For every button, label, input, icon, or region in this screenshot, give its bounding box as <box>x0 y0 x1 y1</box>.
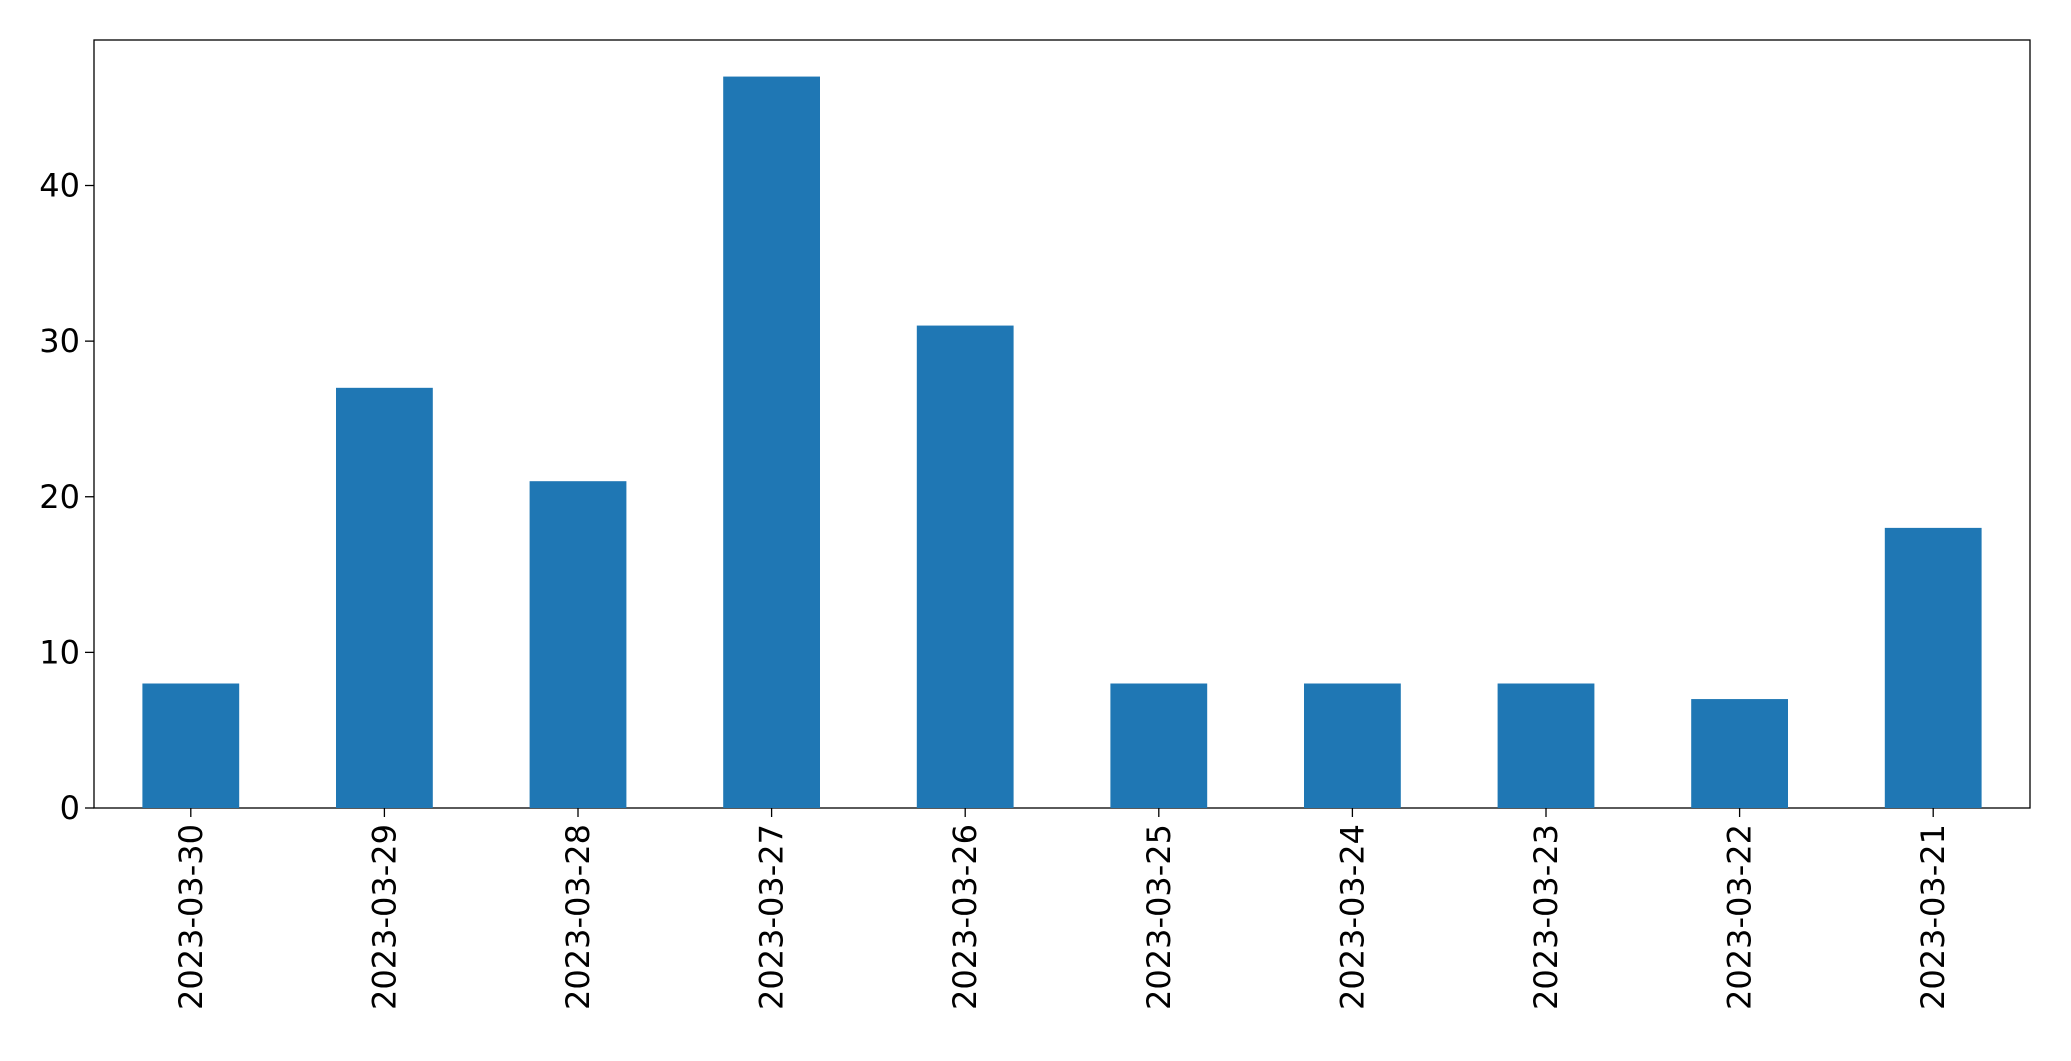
bar <box>1691 699 1788 808</box>
plot-frame <box>93 39 2031 809</box>
x-tick-label: 2023-03-25 <box>1140 824 1178 1010</box>
x-tick-label: 2023-03-23 <box>1527 824 1565 1010</box>
y-tick-label: 20 <box>39 478 80 516</box>
y-tick-label: 0 <box>60 789 80 827</box>
x-tick-label: 2023-03-30 <box>172 824 210 1010</box>
x-tick-label: 2023-03-24 <box>1333 824 1371 1010</box>
y-tick-label: 10 <box>39 633 80 671</box>
x-tick-label: 2023-03-21 <box>1914 824 1952 1010</box>
bar <box>723 76 820 809</box>
bar <box>1304 683 1401 808</box>
y-tick-label: 30 <box>39 322 80 360</box>
x-tick-label: 2023-03-27 <box>753 824 791 1010</box>
bar <box>142 683 240 808</box>
bar <box>529 481 627 808</box>
bar <box>1884 527 1982 808</box>
bar <box>916 325 1014 808</box>
x-tick-label: 2023-03-29 <box>365 824 403 1010</box>
bar <box>336 387 433 808</box>
y-tick-label: 40 <box>39 167 80 205</box>
x-tick-label: 2023-03-22 <box>1721 824 1759 1010</box>
bar <box>1497 683 1595 808</box>
bar <box>1110 683 1208 808</box>
x-tick-label: 2023-03-28 <box>559 824 597 1010</box>
x-tick-label: 2023-03-26 <box>946 824 984 1010</box>
